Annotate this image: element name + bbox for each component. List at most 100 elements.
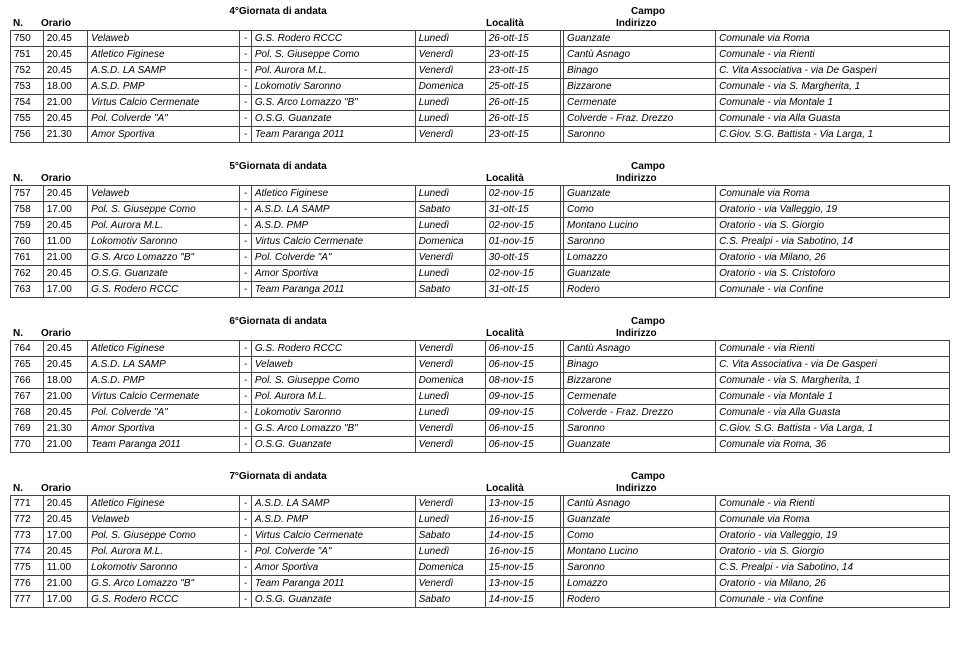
cell-n: 770 — [11, 437, 44, 453]
cell-dash: - — [240, 512, 252, 528]
col-n: N. — [10, 17, 38, 30]
cell-date: 25-ott-15 — [485, 79, 560, 95]
cell-dash: - — [240, 234, 252, 250]
cell-ind: Comunale - via Confine — [716, 282, 950, 298]
cell-away: A.S.D. LA SAMP — [251, 496, 415, 512]
cell-hour: 20.45 — [43, 357, 87, 373]
cell-dash: - — [240, 282, 252, 298]
cell-date: 26-ott-15 — [485, 111, 560, 127]
schedule-table: 76420.45Atletico Figinese-G.S. Rodero RC… — [10, 340, 950, 453]
cell-dash: - — [240, 544, 252, 560]
cell-day: Lunedì — [415, 111, 485, 127]
cell-date: 15-nov-15 — [485, 560, 560, 576]
table-row: 77220.45Velaweb-A.S.D. PMPLunedì16-nov-1… — [11, 512, 950, 528]
cell-date: 01-nov-15 — [485, 234, 560, 250]
cell-loc: Guanzate — [564, 186, 716, 202]
cell-n: 767 — [11, 389, 44, 405]
cell-dash: - — [240, 341, 252, 357]
cell-dash: - — [240, 218, 252, 234]
col-orario: Orario — [38, 482, 76, 495]
cell-loc: Cantù Asnago — [564, 496, 716, 512]
cell-away: A.S.D. LA SAMP — [251, 202, 415, 218]
cell-loc: Saronno — [564, 127, 716, 143]
cell-n: 763 — [11, 282, 44, 298]
cell-hour: 21.00 — [43, 576, 87, 592]
cell-date: 31-ott-15 — [485, 282, 560, 298]
table-row: 77511.00Lokomotiv Saronno-Amor SportivaD… — [11, 560, 950, 576]
cell-hour: 21.30 — [43, 127, 87, 143]
table-row: 76317.00G.S. Rodero RCCC-Team Paranga 20… — [11, 282, 950, 298]
cell-ind: Comunale - via Alla Guasta — [716, 405, 950, 421]
cell-date: 26-ott-15 — [485, 31, 560, 47]
cell-hour: 20.45 — [43, 63, 87, 79]
cell-ind: Comunale - via Alla Guasta — [716, 111, 950, 127]
cell-hour: 11.00 — [43, 234, 87, 250]
cell-date: 06-nov-15 — [485, 357, 560, 373]
cell-day: Venerdì — [415, 576, 485, 592]
cell-dash: - — [240, 127, 252, 143]
table-row: 75520.45Pol. Colverde "A"-O.S.G. Guanzat… — [11, 111, 950, 127]
cell-day: Lunedì — [415, 389, 485, 405]
table-row: 77420.45Pol. Aurora M.L.-Pol. Colverde "… — [11, 544, 950, 560]
cell-day: Sabato — [415, 282, 485, 298]
section-title-row: 7°Giornata di andataCampo — [10, 471, 950, 482]
cell-loc: Guanzate — [564, 437, 716, 453]
col-orario: Orario — [38, 327, 76, 340]
cell-date: 14-nov-15 — [485, 528, 560, 544]
cell-loc: Rodero — [564, 592, 716, 608]
cell-dash: - — [240, 560, 252, 576]
cell-n: 758 — [11, 202, 44, 218]
cell-n: 761 — [11, 250, 44, 266]
cell-date: 09-nov-15 — [485, 389, 560, 405]
cell-n: 777 — [11, 592, 44, 608]
cell-ind: C.Giov. S.G. Battista - Via Larga, 1 — [716, 127, 950, 143]
cell-hour: 20.45 — [43, 405, 87, 421]
cell-loc: Bizzarone — [564, 373, 716, 389]
cell-day: Venerdì — [415, 341, 485, 357]
cell-away: Pol. S. Giuseppe Como — [251, 373, 415, 389]
cell-loc: Montano Lucino — [564, 218, 716, 234]
cell-home: Pol. Aurora M.L. — [88, 544, 240, 560]
col-orario: Orario — [38, 172, 76, 185]
cell-ind: Oratorio - via Valleggio, 19 — [716, 202, 950, 218]
section-title: 6°Giornata di andata — [76, 316, 480, 327]
schedule-table: 75020.45Velaweb-G.S. Rodero RCCCLunedì26… — [10, 30, 950, 143]
table-row: 75020.45Velaweb-G.S. Rodero RCCCLunedì26… — [11, 31, 950, 47]
cell-loc: Cermenate — [564, 95, 716, 111]
cell-hour: 20.45 — [43, 266, 87, 282]
section-title: 5°Giornata di andata — [76, 161, 480, 172]
cell-date: 02-nov-15 — [485, 266, 560, 282]
cell-hour: 11.00 — [43, 560, 87, 576]
table-row: 76520.45A.S.D. LA SAMP-VelawebVenerdì06-… — [11, 357, 950, 373]
campo-title: Campo — [483, 316, 813, 327]
cell-day: Domenica — [415, 560, 485, 576]
cell-day: Venerdì — [415, 63, 485, 79]
table-row: 75621.30Amor Sportiva-Team Paranga 2011V… — [11, 127, 950, 143]
column-headers: N.OrarioLocalitàIndirizzo — [10, 172, 950, 185]
cell-ind: Comunale - via Rienti — [716, 496, 950, 512]
cell-n: 772 — [11, 512, 44, 528]
cell-home: Atletico Figinese — [88, 47, 240, 63]
cell-day: Lunedì — [415, 266, 485, 282]
cell-day: Lunedì — [415, 405, 485, 421]
cell-dash: - — [240, 373, 252, 389]
cell-home: Velaweb — [88, 512, 240, 528]
cell-hour: 18.00 — [43, 373, 87, 389]
cell-day: Lunedì — [415, 31, 485, 47]
cell-n: 764 — [11, 341, 44, 357]
col-localita: Località — [483, 482, 613, 495]
cell-away: G.S. Rodero RCCC — [251, 341, 415, 357]
cell-loc: Cantù Asnago — [564, 341, 716, 357]
cell-loc: Rodero — [564, 282, 716, 298]
cell-away: A.S.D. PMP — [251, 512, 415, 528]
cell-day: Lunedì — [415, 95, 485, 111]
col-n: N. — [10, 482, 38, 495]
col-indirizzo: Indirizzo — [613, 327, 813, 340]
cell-ind: Comunale via Roma — [716, 31, 950, 47]
cell-day: Domenica — [415, 373, 485, 389]
cell-dash: - — [240, 576, 252, 592]
cell-away: Lokomotiv Saronno — [251, 405, 415, 421]
cell-loc: Montano Lucino — [564, 544, 716, 560]
cell-n: 751 — [11, 47, 44, 63]
cell-hour: 20.45 — [43, 341, 87, 357]
